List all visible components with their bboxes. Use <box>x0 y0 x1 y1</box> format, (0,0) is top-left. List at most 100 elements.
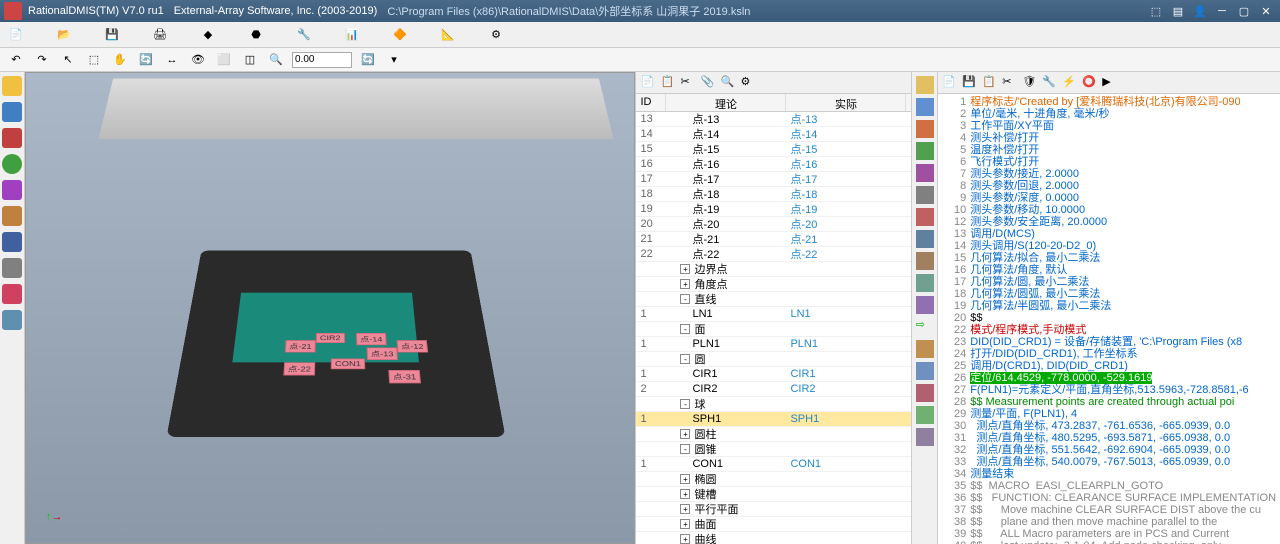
3d-viewport[interactable]: 点-21CIR2点-14点-12点-22CON1点-31点-13 ↑→ <box>25 72 636 544</box>
tool-icon-6[interactable]: 📐 <box>438 25 458 45</box>
tree-row[interactable]: -球 <box>636 397 911 412</box>
new-icon[interactable]: 📄 <box>6 25 26 45</box>
redo-icon[interactable]: ↷ <box>32 51 52 69</box>
run-icon[interactable]: ⇨ <box>916 318 934 336</box>
undo-icon[interactable]: ↶ <box>6 51 26 69</box>
code-sb-16[interactable] <box>916 428 934 446</box>
tree-row[interactable]: 20点-20点-20 <box>636 217 911 232</box>
tree-row[interactable]: +角度点 <box>636 277 911 292</box>
tree-row[interactable]: +平行平面 <box>636 502 911 517</box>
tree-tb-6[interactable]: ⚙ <box>740 75 756 91</box>
feature-label[interactable]: 点-13 <box>366 347 398 360</box>
tree-row[interactable]: 1LN1LN1 <box>636 307 911 322</box>
tree-tb-3[interactable]: ✂ <box>680 75 696 91</box>
feature-label[interactable]: CIR2 <box>316 333 345 343</box>
tree-row[interactable]: 18点-18点-18 <box>636 187 911 202</box>
probe-icon-8[interactable] <box>2 258 22 278</box>
tree-row[interactable]: 22点-22点-22 <box>636 247 911 262</box>
tree-row[interactable]: 16点-16点-16 <box>636 157 911 172</box>
code-sb-11[interactable] <box>916 296 934 314</box>
probe-icon-5[interactable] <box>2 180 22 200</box>
aux-icon-3[interactable]: 👤 <box>1190 3 1210 19</box>
aux-icon-2[interactable]: ▤ <box>1168 3 1188 19</box>
rotate-icon[interactable]: 🔄 <box>136 51 156 69</box>
probe-icon-9[interactable] <box>2 284 22 304</box>
code-sb-1[interactable] <box>916 76 934 94</box>
pan-icon[interactable]: ✋ <box>110 51 130 69</box>
open-icon[interactable]: 📂 <box>54 25 74 45</box>
cursor-icon[interactable]: ↖ <box>58 51 78 69</box>
code-editor[interactable]: 1程序标志/'Created by [爱科腾瑞科技(北京)有限公司-0902单位… <box>938 94 1280 544</box>
tree-tb-2[interactable]: 📋 <box>660 75 676 91</box>
code-tb-3[interactable]: 📋 <box>982 75 998 91</box>
probe-icon-2[interactable] <box>2 102 22 122</box>
tool-icon-2[interactable]: ⬣ <box>246 25 266 45</box>
code-tb-2[interactable]: 💾 <box>962 75 978 91</box>
refresh-icon[interactable]: 🔄 <box>358 51 378 69</box>
probe-icon-1[interactable] <box>2 76 22 96</box>
select-icon[interactable]: ⬚ <box>84 51 104 69</box>
code-tb-6[interactable]: 🔧 <box>1042 75 1058 91</box>
tree-row[interactable]: 13点-13点-13 <box>636 112 911 127</box>
eye-icon[interactable]: 👁 <box>188 51 208 69</box>
tree-row[interactable]: 1SPH1SPH1 <box>636 412 911 427</box>
tree-row[interactable]: 1CON1CON1 <box>636 457 911 472</box>
code-tb-8[interactable]: ⭕ <box>1082 75 1098 91</box>
code-tb-9[interactable]: ▶ <box>1102 75 1118 91</box>
code-sb-5[interactable] <box>916 164 934 182</box>
code-sb-8[interactable] <box>916 230 934 248</box>
probe-icon-10[interactable] <box>2 310 22 330</box>
code-sb-15[interactable] <box>916 406 934 424</box>
probe-icon-3[interactable] <box>2 128 22 148</box>
feature-label[interactable]: CON1 <box>331 359 366 370</box>
tree-tb-4[interactable]: 📎 <box>700 75 716 91</box>
zoom-icon[interactable]: 🔍 <box>266 51 286 69</box>
code-sb-10[interactable] <box>916 274 934 292</box>
code-sb-2[interactable] <box>916 98 934 116</box>
code-tb-4[interactable]: ✂ <box>1002 75 1018 91</box>
more-icon[interactable]: ▾ <box>384 51 404 69</box>
code-tb-7[interactable]: ⚡ <box>1062 75 1078 91</box>
tree-tb-1[interactable]: 📄 <box>640 75 656 91</box>
tool-icon-5[interactable]: 🔶 <box>390 25 410 45</box>
feature-label[interactable]: 点-12 <box>396 340 428 352</box>
code-sb-13[interactable] <box>916 362 934 380</box>
tool-icon-4[interactable]: 📊 <box>342 25 362 45</box>
code-sb-12[interactable] <box>916 340 934 358</box>
coord-input[interactable] <box>292 52 352 68</box>
code-sb-7[interactable] <box>916 208 934 226</box>
probe-icon-4[interactable] <box>2 154 22 174</box>
maximize-button[interactable]: ▢ <box>1234 3 1254 19</box>
tree-row[interactable]: 2CIR2CIR2 <box>636 382 911 397</box>
tree-row[interactable]: -面 <box>636 322 911 337</box>
tool-icon-3[interactable]: 🔧 <box>294 25 314 45</box>
feature-label[interactable]: 点-21 <box>285 340 316 352</box>
tree-row[interactable]: +椭圆 <box>636 472 911 487</box>
arrow-icon[interactable]: ↔ <box>162 51 182 69</box>
close-button[interactable]: ✕ <box>1256 3 1276 19</box>
tree-row[interactable]: 1CIR1CIR1 <box>636 367 911 382</box>
tree-row[interactable]: 15点-15点-15 <box>636 142 911 157</box>
print-icon[interactable]: 🖨 <box>150 25 170 45</box>
tree-row[interactable]: -直线 <box>636 292 911 307</box>
view-icon-1[interactable]: ⬜ <box>214 51 234 69</box>
tree-tb-5[interactable]: 🔍 <box>720 75 736 91</box>
tree-row[interactable]: +键槽 <box>636 487 911 502</box>
code-sb-3[interactable] <box>916 120 934 138</box>
code-tb-5[interactable]: 🛡 <box>1022 75 1038 91</box>
aux-icon-1[interactable]: ⬚ <box>1146 3 1166 19</box>
tree-row[interactable]: 21点-21点-21 <box>636 232 911 247</box>
probe-icon-7[interactable] <box>2 232 22 252</box>
tree-row[interactable]: +曲面 <box>636 517 911 532</box>
tree-row[interactable]: -圆 <box>636 352 911 367</box>
feature-label[interactable]: 点-14 <box>356 333 387 345</box>
tree-row[interactable]: +圆柱 <box>636 427 911 442</box>
tool-icon-7[interactable]: ⚙ <box>486 25 506 45</box>
code-sb-9[interactable] <box>916 252 934 270</box>
tree-row[interactable]: +曲线 <box>636 532 911 544</box>
feature-label[interactable]: 点-31 <box>388 370 421 383</box>
tree-row[interactable]: +边界点 <box>636 262 911 277</box>
probe-icon-6[interactable] <box>2 206 22 226</box>
code-tb-1[interactable]: 📄 <box>942 75 958 91</box>
minimize-button[interactable]: ─ <box>1212 3 1232 19</box>
